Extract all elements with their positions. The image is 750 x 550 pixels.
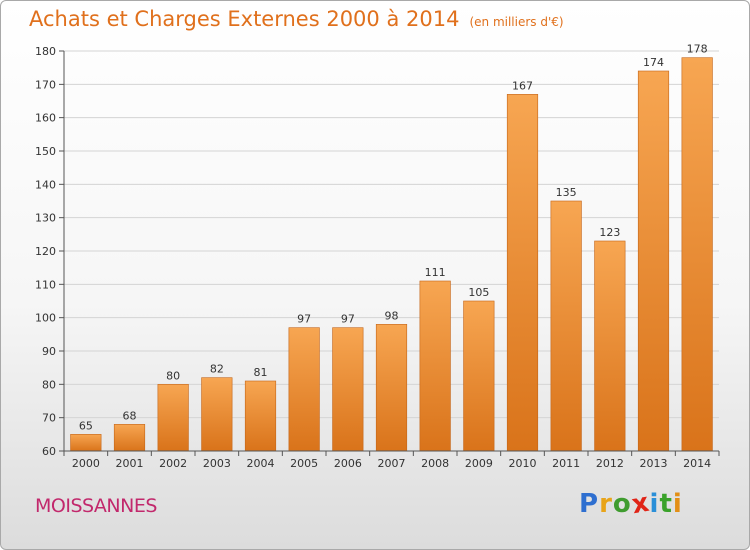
data-label-2010: 167 [512, 79, 533, 92]
y-tick-label: 90 [42, 345, 56, 358]
x-tick-label-2004: 2004 [247, 457, 275, 470]
y-tick-label: 100 [35, 312, 56, 325]
x-tick-label-2012: 2012 [596, 457, 624, 470]
y-axis: 60 70 80 90 100 110 120 130 140 150 160 170 180 [35, 45, 65, 458]
data-label-2007: 98 [385, 309, 399, 322]
data-label-2014: 178 [687, 43, 708, 56]
logo-letter: o [612, 489, 632, 519]
x-tick-label-2009: 2009 [465, 457, 493, 470]
bar-2004 [244, 380, 277, 452]
proxiti-logo: Proxiti [579, 488, 683, 521]
bar-2001 [113, 424, 146, 452]
x-tick-label-2001: 2001 [116, 457, 144, 470]
data-label-2002: 80 [166, 369, 180, 382]
y-tick-label: 110 [35, 278, 56, 291]
logo-letter: t [659, 489, 673, 519]
y-tick-label: 130 [35, 212, 56, 225]
bar-2007 [375, 324, 408, 452]
x-tick-label-2014: 2014 [683, 457, 711, 470]
x-axis: 2000 2001 2002 2003 2004 2005 2006 2007 2008 2009… [63, 450, 720, 470]
data-label-2013: 174 [643, 56, 664, 69]
y-tick-label: 60 [42, 445, 56, 458]
x-tick-label-2011: 2011 [552, 457, 580, 470]
y-tick-label: 170 [35, 78, 56, 91]
data-label-2012: 123 [599, 226, 620, 239]
bars [70, 57, 713, 452]
y-tick-label: 160 [35, 112, 56, 125]
logo-letter: i [672, 489, 683, 519]
data-label-2003: 82 [210, 363, 224, 376]
data-label-2011: 135 [556, 186, 577, 199]
x-tick-label-2000: 2000 [72, 457, 100, 470]
logo-letter: P [579, 489, 600, 519]
data-label-2005: 97 [297, 313, 311, 326]
data-labels: 65 68 80 82 81 97 97 98 111 105 167 135 123 174 178 [79, 43, 708, 433]
bar-2013 [637, 70, 670, 452]
data-label-2000: 65 [79, 419, 93, 432]
data-label-2009: 105 [468, 286, 489, 299]
data-label-2006: 97 [341, 313, 355, 326]
chart-subtitle: (en milliers d'€) [469, 15, 564, 29]
x-tick-label-2013: 2013 [640, 457, 668, 470]
chart-title-text: Achats et Charges Externes 2000 à 2014 [29, 7, 460, 31]
bar-2012 [594, 240, 626, 452]
bar-2003 [201, 377, 233, 452]
town-name: MOISSANNES [35, 495, 157, 517]
bar-2000 [70, 434, 102, 452]
y-tick-label: 120 [35, 245, 56, 258]
data-label-2004: 81 [254, 366, 268, 379]
x-tick-label-2002: 2002 [159, 457, 187, 470]
y-tick-label: 80 [42, 378, 56, 391]
logo-letter: i [649, 489, 660, 519]
x-tick-label-2007: 2007 [378, 457, 406, 470]
bar-2005 [288, 327, 320, 452]
bar-2006 [332, 327, 364, 452]
data-label-2008: 111 [425, 266, 446, 279]
y-tick-label: 70 [42, 412, 56, 425]
x-tick-label-2008: 2008 [421, 457, 449, 470]
x-tick-label-2005: 2005 [290, 457, 318, 470]
data-label-2001: 68 [123, 409, 137, 422]
bar-2008 [419, 280, 451, 452]
chart-title: Achats et Charges Externes 2000 à 2014 (e… [29, 7, 564, 31]
y-tick-label: 140 [35, 178, 56, 191]
bar-2010 [506, 94, 539, 452]
bar-2014 [681, 57, 713, 452]
y-tick-label: 180 [35, 45, 56, 58]
x-tick-label-2003: 2003 [203, 457, 231, 470]
y-tick-label: 150 [35, 145, 56, 158]
x-tick-label-2010: 2010 [509, 457, 537, 470]
x-tick-label-2006: 2006 [334, 457, 362, 470]
bar-2009 [463, 300, 495, 452]
logo-letter: r [599, 489, 613, 519]
bar-2002 [157, 384, 189, 452]
bar-2011 [550, 200, 582, 452]
